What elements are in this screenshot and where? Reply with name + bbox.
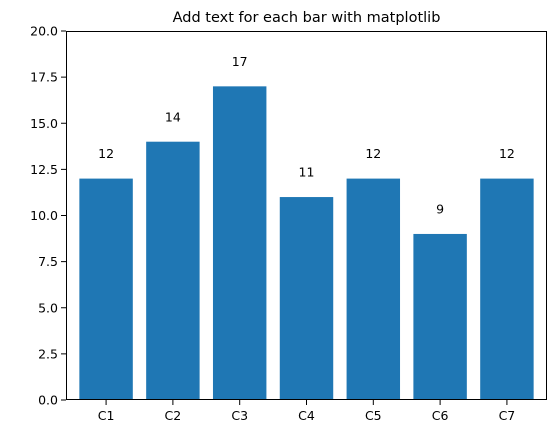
y-tick-label: 17.5	[30, 70, 58, 85]
bar-c5	[346, 178, 401, 400]
y-tick-label: 15.0	[30, 116, 58, 131]
y-tick-label: 0.0	[38, 393, 58, 408]
bar-value-label: 14	[165, 109, 181, 124]
y-tick-label: 2.5	[38, 346, 58, 361]
y-axis: 0.0 2.5 5.0 7.5 10.0 12.5 15.0 17.5 20.0	[30, 24, 66, 408]
y-tick-label: 10.0	[30, 208, 58, 223]
bar-c1	[79, 178, 133, 400]
bar-c6	[413, 233, 467, 400]
bars-group	[79, 86, 534, 400]
x-tick-label: C3	[231, 408, 248, 423]
x-tick-label: C2	[165, 408, 182, 423]
bar-value-label: 11	[299, 165, 315, 180]
bar-c3	[212, 86, 267, 400]
y-tick-label: 12.5	[30, 162, 58, 177]
bar-c2	[146, 141, 200, 400]
bar-value-label: 9	[436, 202, 444, 217]
y-tick-label: 5.0	[38, 300, 58, 315]
bar-c7	[480, 178, 534, 400]
plot-frame	[66, 31, 547, 400]
bar-value-label: 17	[232, 54, 248, 69]
x-axis: C1 C2 C3 C4 C5 C6 C7	[98, 400, 516, 423]
bar-value-label: 12	[98, 146, 114, 161]
x-tick-label: C7	[499, 408, 516, 423]
x-tick-label: C1	[98, 408, 115, 423]
bar-value-labels: 12 14 17 11 12 9 12	[98, 54, 515, 217]
chart-title: Add text for each bar with matplotlib	[173, 10, 441, 26]
y-tick-label: 20.0	[30, 24, 58, 39]
y-tick-label: 7.5	[38, 254, 58, 269]
bar-c4	[279, 197, 334, 400]
bar-value-label: 12	[365, 146, 381, 161]
x-tick-label: C4	[298, 408, 315, 423]
x-tick-label: C6	[432, 408, 449, 423]
x-tick-label: C5	[365, 408, 382, 423]
bar-value-label: 12	[499, 146, 515, 161]
